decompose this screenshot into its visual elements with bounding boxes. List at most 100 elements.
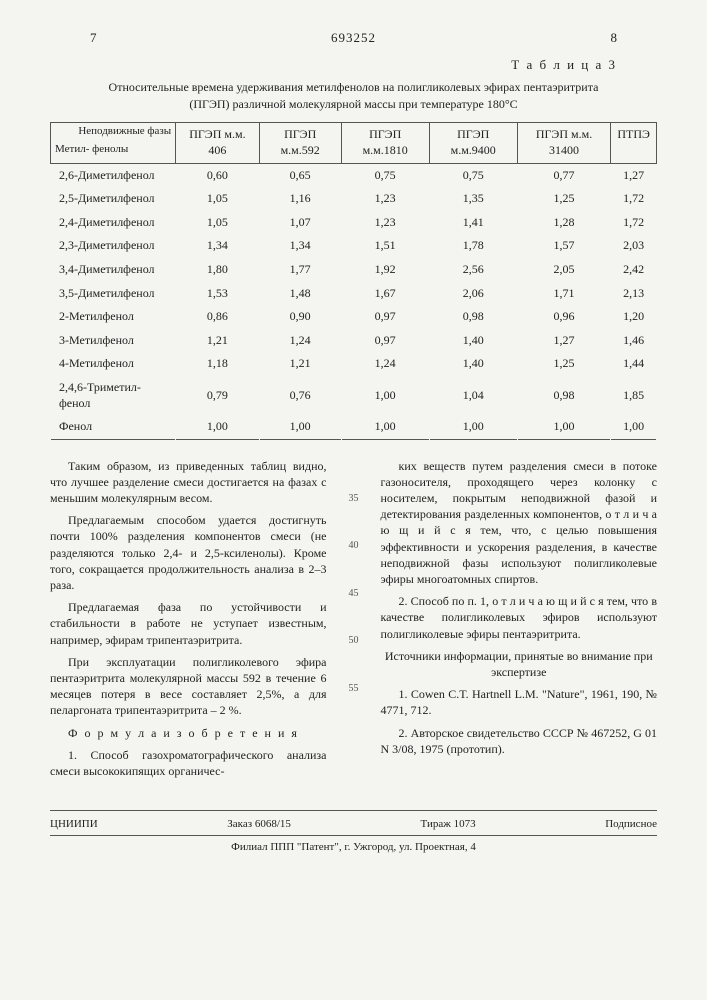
table-cell: 1,77 (259, 258, 341, 282)
paragraph: 2. Авторское свидетельство СССР № 467252… (381, 725, 658, 757)
table-cell: 1,41 (429, 211, 517, 235)
table-cell: 0,77 (517, 163, 611, 187)
table-cell: 1,00 (341, 376, 429, 415)
table-cell: 1,25 (517, 187, 611, 211)
footer-sign: Подписное (605, 817, 657, 831)
table-cell: 1,40 (429, 352, 517, 376)
two-column-text: Таким образом, из приведенных таблиц вид… (50, 458, 657, 785)
table-cell: 0,98 (429, 305, 517, 329)
table-cell: 1,71 (517, 282, 611, 306)
table-cell: 0,65 (259, 163, 341, 187)
table-cell: 1,07 (259, 211, 341, 235)
col-header: ПГЭП м.м. 406 (176, 123, 260, 163)
table-cell: 3,5-Диметилфенол (51, 282, 176, 306)
table-cell: 1,78 (429, 234, 517, 258)
table-cell: 1,00 (517, 415, 611, 439)
table-row: Фенол1,001,001,001,001,001,00 (51, 415, 657, 439)
table-cell: 1,24 (341, 352, 429, 376)
table-cell: 2-Метилфенол (51, 305, 176, 329)
table-cell: 1,53 (176, 282, 260, 306)
table-cell: 1,34 (259, 234, 341, 258)
table-cell: 0,96 (517, 305, 611, 329)
table-cell: 1,00 (429, 415, 517, 439)
paragraph: ких веществ путем разделения смеси в пот… (381, 458, 658, 588)
table-row: 2,3-Диметилфенол1,341,341,511,781,572,03 (51, 234, 657, 258)
table-cell: 1,51 (341, 234, 429, 258)
table-cell: 1,27 (611, 163, 657, 187)
table-cell: 1,85 (611, 376, 657, 415)
left-column: Таким образом, из приведенных таблиц вид… (50, 458, 327, 785)
table-cell: Фенол (51, 415, 176, 439)
table-cell: 1,23 (341, 211, 429, 235)
table-cell: 1,18 (176, 352, 260, 376)
table-cell: 4-Метилфенол (51, 352, 176, 376)
table-cell: 1,00 (611, 415, 657, 439)
table-cell: 3-Метилфенол (51, 329, 176, 353)
table-cell: 1,04 (429, 376, 517, 415)
table-cell: 1,44 (611, 352, 657, 376)
table-cell: 2,13 (611, 282, 657, 306)
right-column: ких веществ путем разделения смеси в пот… (381, 458, 658, 785)
table-cell: 0,98 (517, 376, 611, 415)
table-caption: Относительные времена удерживания метилф… (90, 79, 617, 113)
line-numbers: 35 40 45 50 55 (345, 458, 363, 785)
table-cell: 1,80 (176, 258, 260, 282)
col-header: ПТПЭ (611, 123, 657, 163)
table-head: Неподвижные фазы Метил- фенолы ПГЭП м.м.… (51, 123, 657, 163)
paragraph: 1. Cowen C.T. Hartnell L.M. "Nature", 19… (381, 686, 658, 718)
paragraph: 2. Способ по п. 1, о т л и ч а ю щ и й с… (381, 593, 658, 642)
table-cell: 1,05 (176, 211, 260, 235)
table-cell: 1,16 (259, 187, 341, 211)
table-cell: 1,72 (611, 211, 657, 235)
formula-title: Ф о р м у л а и з о б р е т е н и я (50, 725, 327, 741)
table-cell: 2,05 (517, 258, 611, 282)
table-row: 4-Метилфенол1,181,211,241,401,251,44 (51, 352, 657, 376)
table-cell: 0,90 (259, 305, 341, 329)
table-body: 2,6-Диметилфенол0,600,650,750,750,771,27… (51, 163, 657, 439)
table-cell: 1,00 (176, 415, 260, 439)
footer-order: Заказ 6068/15 (227, 817, 291, 831)
footer-tiraz: Тираж 1073 (421, 817, 476, 831)
table-cell: 1,25 (517, 352, 611, 376)
table-cell: 0,60 (176, 163, 260, 187)
table-cell: 1,57 (517, 234, 611, 258)
table-row: 3-Метилфенол1,211,240,971,401,271,46 (51, 329, 657, 353)
table-cell: 3,4-Диметилфенол (51, 258, 176, 282)
col-header: ПГЭП м.м.1810 (341, 123, 429, 163)
table-cell: 2,42 (611, 258, 657, 282)
table-cell: 1,21 (176, 329, 260, 353)
table-cell: 1,00 (341, 415, 429, 439)
paragraph: Предлагаемая фаза по устойчивости и стаб… (50, 599, 327, 648)
table-cell: 2,3-Диметилфенол (51, 234, 176, 258)
table-cell: 2,5-Диметилфенол (51, 187, 176, 211)
table-cell: 0,97 (341, 329, 429, 353)
table-cell: 1,05 (176, 187, 260, 211)
table-cell: 2,56 (429, 258, 517, 282)
footer-line-1: ЦНИИПИ Заказ 6068/15 Тираж 1073 Подписно… (50, 810, 657, 831)
table-cell: 1,21 (259, 352, 341, 376)
table-cell: 0,75 (341, 163, 429, 187)
paragraph: 1. Способ газохроматографического анализ… (50, 747, 327, 779)
table-cell: 2,4,6-Триметил- фенол (51, 376, 176, 415)
page-header: 7 693252 8 (50, 30, 657, 47)
table-cell: 0,86 (176, 305, 260, 329)
table-cell: 1,27 (517, 329, 611, 353)
table-cell: 1,46 (611, 329, 657, 353)
table-cell: 1,35 (429, 187, 517, 211)
page-num-right: 8 (611, 30, 618, 47)
table-cell: 1,92 (341, 258, 429, 282)
diagonal-header: Неподвижные фазы Метил- фенолы (51, 123, 176, 163)
table-row: 2,6-Диметилфенол0,600,650,750,750,771,27 (51, 163, 657, 187)
table-cell: 1,24 (259, 329, 341, 353)
sources-title: Источники информации, принятые во вниман… (381, 648, 658, 680)
col-header: ПГЭП м.м. 31400 (517, 123, 611, 163)
table-row: 2,4,6-Триметил- фенол0,790,761,001,040,9… (51, 376, 657, 415)
table-cell: 1,00 (259, 415, 341, 439)
table-cell: 1,28 (517, 211, 611, 235)
footer-org: ЦНИИПИ (50, 817, 98, 831)
paragraph: Таким образом, из приведенных таблиц вид… (50, 458, 327, 507)
document-number: 693252 (97, 30, 611, 47)
table-cell: 2,6-Диметилфенол (51, 163, 176, 187)
col-header: ПГЭП м.м.9400 (429, 123, 517, 163)
data-table: Неподвижные фазы Метил- фенолы ПГЭП м.м.… (50, 122, 657, 439)
